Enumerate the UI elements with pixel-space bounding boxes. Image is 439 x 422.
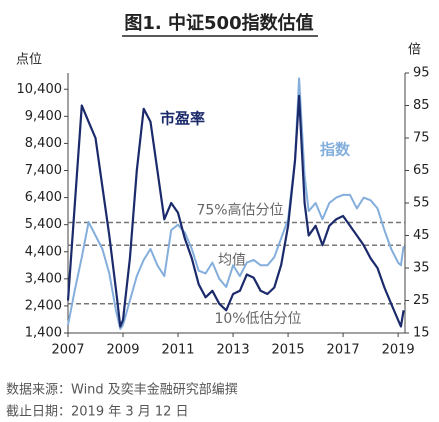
y2-tick-label: 95: [413, 66, 430, 81]
x-tick-label: 2015: [272, 343, 305, 358]
reference-label: 均值: [218, 252, 246, 268]
y-axis-label: 点位: [16, 53, 42, 68]
x-tick-label: 2011: [161, 343, 194, 358]
y-tick-label: 2,400: [25, 298, 62, 313]
x-tick-label: 2007: [51, 343, 84, 358]
y2-tick-label: 25: [413, 293, 430, 308]
series-label: 市盈率: [160, 110, 205, 128]
y-tick-label: 6,400: [25, 190, 62, 205]
y-tick-label: 3,400: [25, 271, 62, 286]
y2-tick-label: 15: [413, 326, 430, 341]
x-tick-label: 2019: [382, 343, 415, 358]
series-label: 指数: [320, 141, 351, 159]
y2-tick-label: 55: [413, 196, 430, 211]
y-tick-label: 7,400: [25, 163, 62, 178]
y2-tick-label: 45: [413, 228, 430, 243]
series-line: [67, 77, 405, 330]
x-tick-label: 2009: [106, 343, 139, 358]
y-tick-label: 4,400: [25, 244, 62, 259]
x-tick-label: 2013: [217, 343, 250, 358]
reference-label: 10%低估分位: [214, 311, 301, 327]
y-tick-label: 1,400: [25, 326, 62, 341]
series-line: [66, 94, 405, 328]
y2-axis-label: 倍: [408, 43, 421, 58]
y2-tick-label: 65: [413, 163, 430, 178]
reference-label: 75%高估分位: [196, 202, 283, 219]
y-tick-label: 10,400: [17, 82, 63, 97]
x-tick-label: 2017: [327, 343, 360, 358]
y-tick-label: 8,400: [25, 136, 62, 151]
date-note: 截止日期：2019 年 3 月 12 日: [6, 405, 189, 420]
y-tick-label: 5,400: [25, 217, 62, 232]
chart-title: 图1. 中证500指数估值: [124, 12, 313, 34]
source-note: 数据来源：Wind 及奕丰金融研究部编撰: [6, 382, 238, 398]
y2-tick-label: 85: [413, 98, 430, 113]
y2-tick-label: 35: [413, 261, 430, 276]
y-tick-label: 9,400: [25, 109, 62, 124]
y2-tick-label: 75: [413, 131, 430, 146]
